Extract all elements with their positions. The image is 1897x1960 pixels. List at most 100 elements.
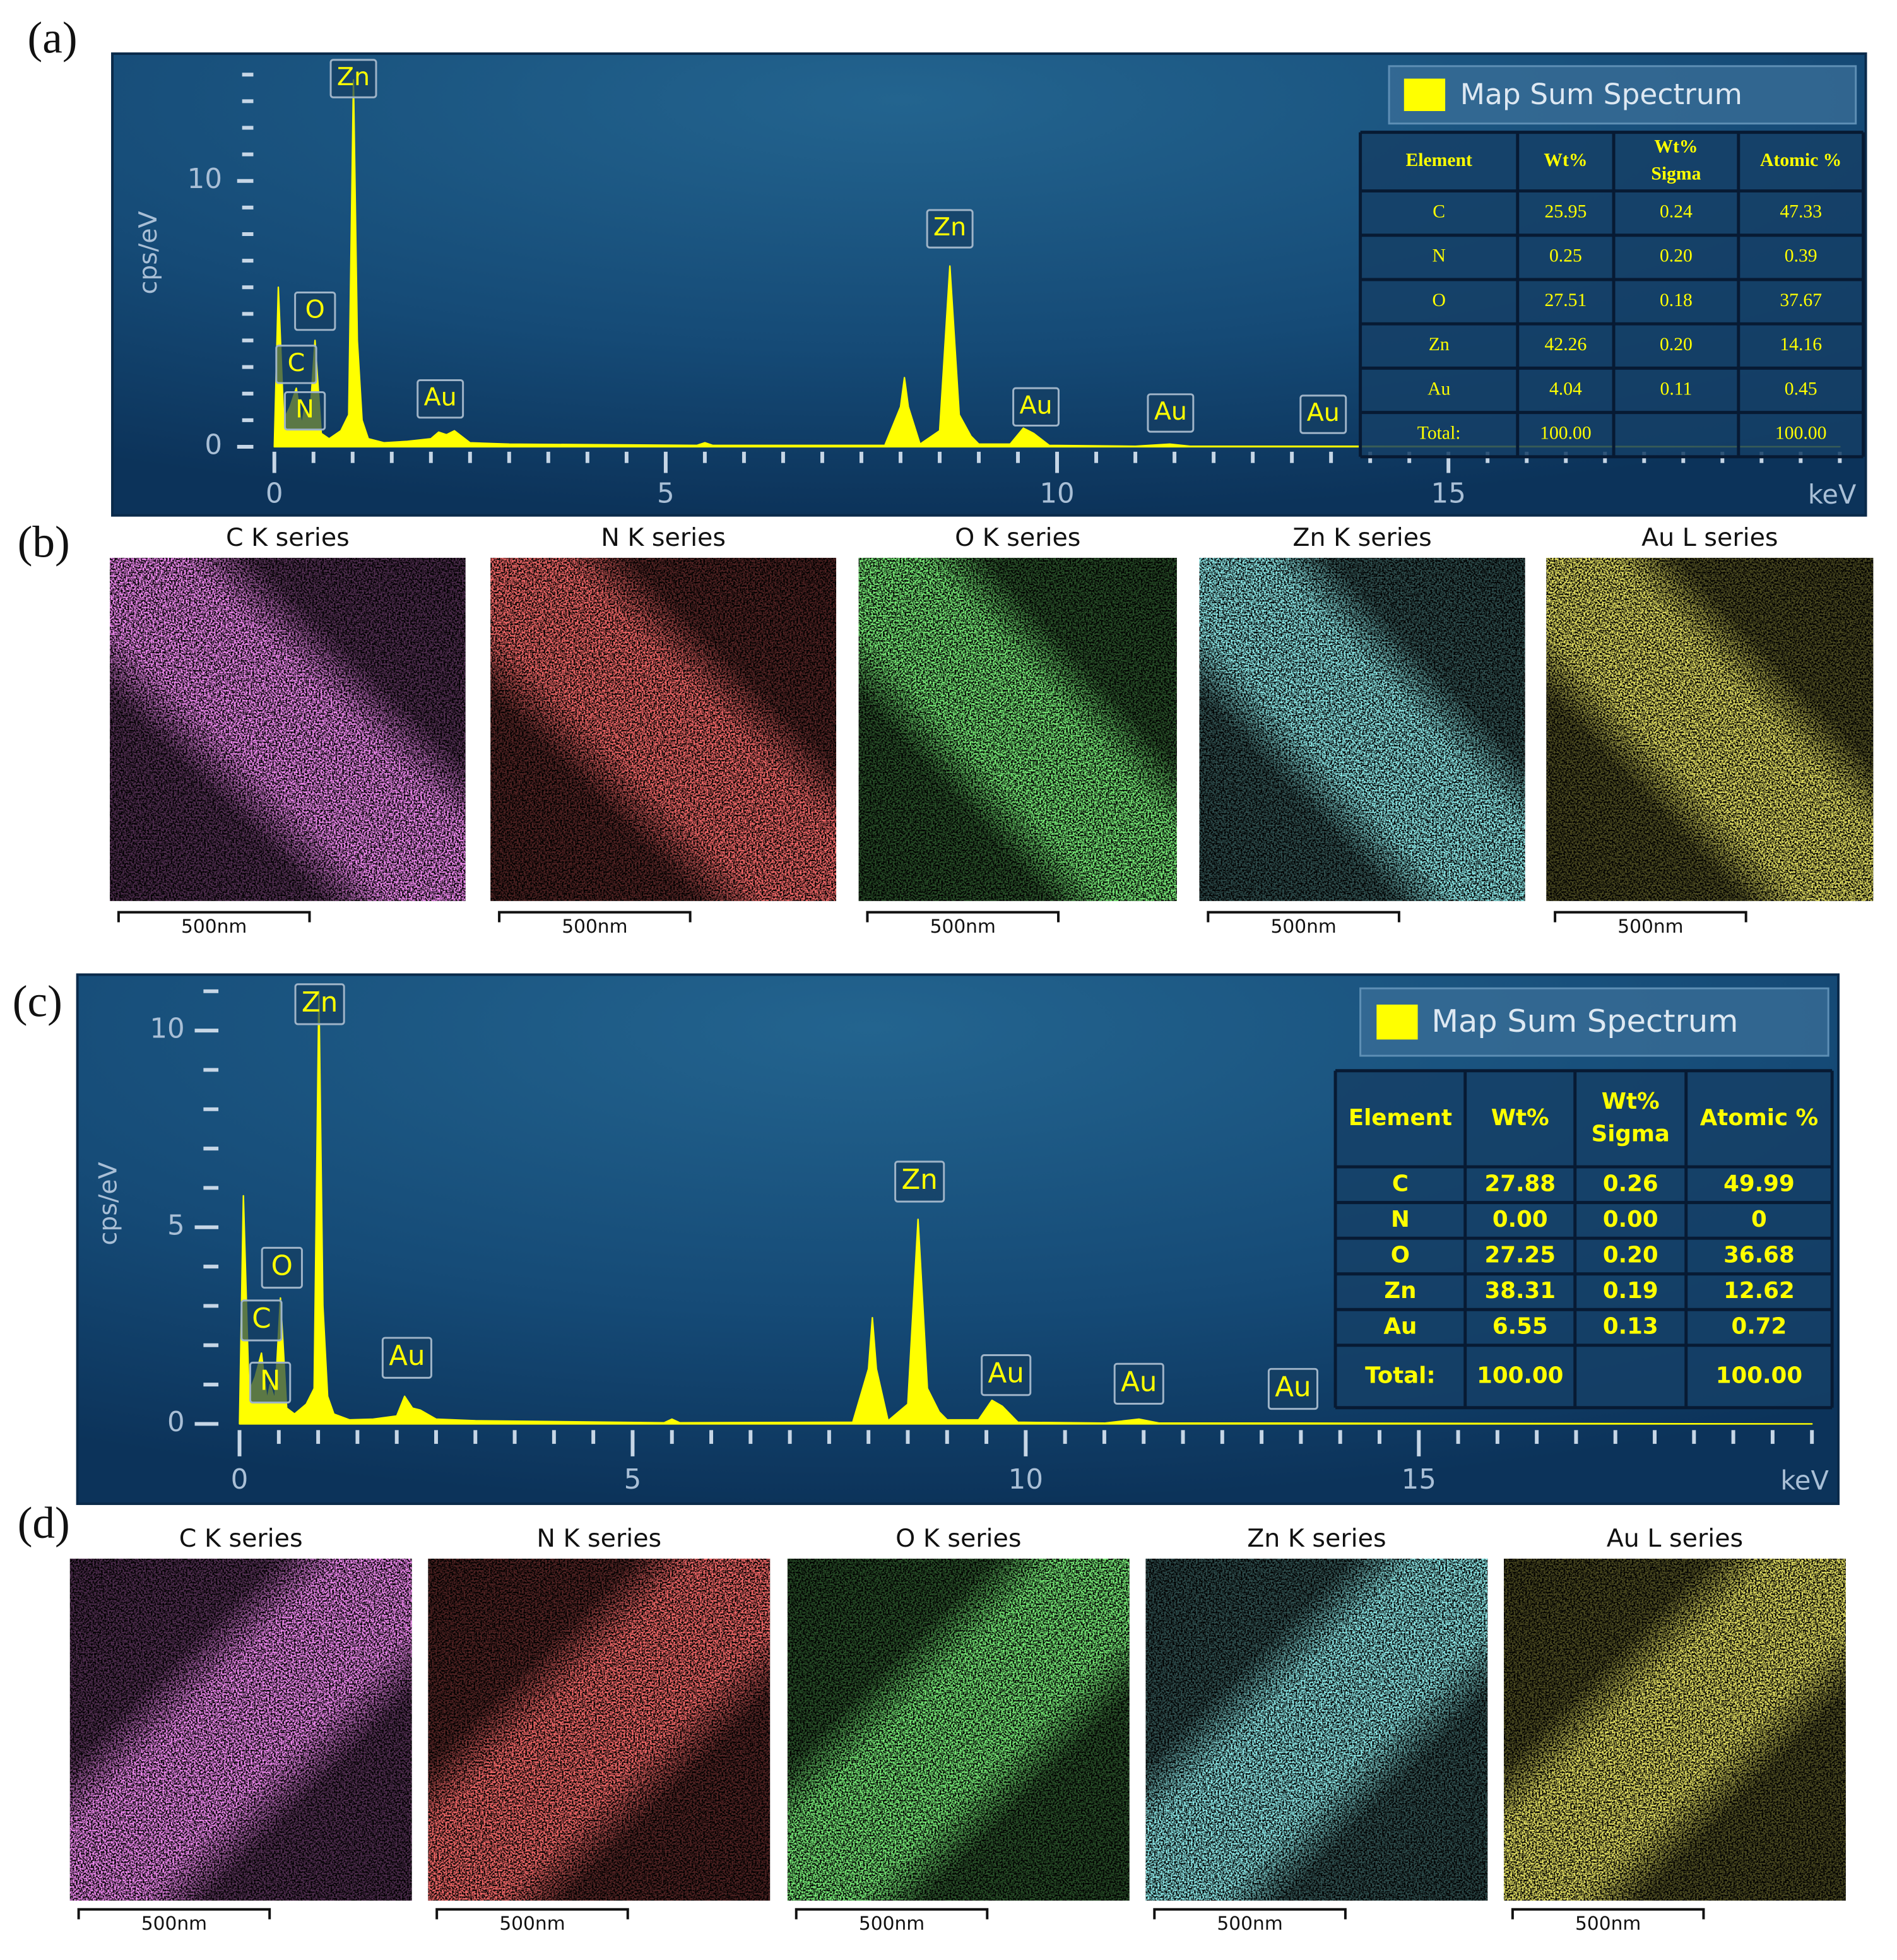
x-tick-label: 0 [266, 478, 283, 510]
table-cell: 27.51 [1545, 290, 1587, 310]
x-tick-label: 10 [1008, 1464, 1043, 1496]
table-cell: 27.88 [1484, 1171, 1556, 1196]
table-cell: C [1392, 1171, 1409, 1196]
table-cell: 0.13 [1603, 1314, 1658, 1340]
map-title: Zn K series [1247, 1524, 1386, 1553]
peak-label: Au [988, 1358, 1024, 1390]
y-tick-label: 10 [187, 163, 222, 195]
x-tick-label: 15 [1431, 478, 1466, 510]
peak-label-box [240, 1299, 283, 1342]
x-axis-label: keV [1780, 1465, 1829, 1496]
table-cell: 49.99 [1723, 1171, 1795, 1196]
table-cell: 42.26 [1545, 334, 1587, 355]
table-cell: 0.19 [1603, 1278, 1658, 1304]
table-cell: 0 [1751, 1207, 1767, 1232]
scale-bar-label: 500nm [859, 1912, 925, 1934]
peak-label: Au [1121, 1366, 1157, 1398]
peak-label: C [288, 348, 305, 377]
table-cell: 0.26 [1603, 1171, 1658, 1196]
map-image [69, 1559, 412, 1901]
y-tick-label: 0 [204, 429, 222, 461]
peak-label-box [275, 345, 317, 384]
table-cell: Wt% [1602, 1089, 1660, 1114]
legend-swatch [1376, 1004, 1418, 1040]
peak-label: Au [389, 1340, 425, 1372]
scale-bar [1554, 911, 1747, 923]
map-image [428, 1559, 771, 1901]
peak-label-box [329, 59, 377, 98]
table-cell: C [1433, 201, 1445, 221]
y-tick-label: 0 [167, 1407, 185, 1438]
peak-label: O [305, 295, 325, 324]
peak-label: Au [1275, 1371, 1311, 1403]
map-image [490, 557, 837, 901]
table-cell: 0.20 [1603, 1242, 1658, 1268]
table-cell: Sigma [1651, 163, 1701, 184]
table-cell: 100.00 [1775, 423, 1827, 444]
table-cell: 37.67 [1780, 290, 1822, 310]
scale-bar-label: 500nm [141, 1912, 207, 1934]
scale-bar-label: 500nm [562, 915, 627, 937]
table-cell: 47.33 [1780, 201, 1822, 221]
table-cell: 0.39 [1785, 246, 1817, 266]
table-cell: 100.00 [1540, 423, 1592, 444]
scale-bar [1207, 911, 1400, 923]
peak-label: C [252, 1303, 271, 1335]
panel-label: (a) [28, 14, 78, 63]
peak-label-box [1012, 387, 1060, 427]
peak-label: Au [424, 383, 457, 412]
peak-label: Zn [302, 987, 338, 1018]
table-cell: 0.72 [1732, 1314, 1787, 1340]
y-tick-label: 10 [150, 1013, 184, 1045]
peak-label: Zn [901, 1164, 937, 1196]
x-tick-label: 15 [1402, 1464, 1436, 1496]
y-tick-label: 5 [167, 1210, 185, 1241]
table-cell: 0.24 [1660, 201, 1693, 221]
x-tick-label: 10 [1039, 478, 1074, 510]
y-axis-label: cps/eV [134, 211, 163, 294]
scale-bar [1511, 1908, 1705, 1920]
peak-label: N [260, 1365, 281, 1396]
map-image [1546, 557, 1874, 901]
legend-box [1388, 65, 1857, 125]
panel-label: (c) [13, 977, 62, 1026]
table-cell: 0.45 [1785, 379, 1817, 399]
table-cell: N [1432, 246, 1445, 266]
table-cell: Atomic % [1700, 1105, 1818, 1131]
table-cell: Wt% [1544, 150, 1587, 170]
x-tick-label: 5 [657, 478, 675, 510]
y-axis-label: cps/eV [94, 1162, 123, 1245]
peak-label: Au [1154, 397, 1187, 426]
table-cell: Wt% [1491, 1105, 1549, 1131]
peak-label-box [294, 291, 336, 331]
map-title: N K series [536, 1524, 661, 1553]
table-cell: Au [1383, 1314, 1417, 1340]
scale-bar [117, 911, 311, 923]
table-cell: 0.25 [1549, 246, 1582, 266]
scale-bar-label: 500nm [930, 915, 996, 937]
legend-label: Map Sum Spectrum [1460, 78, 1742, 111]
panel-label: (d) [18, 1499, 70, 1548]
map-image [858, 557, 1177, 901]
scale-bar-label: 500nm [181, 915, 247, 937]
table-cell: Total: [1365, 1362, 1435, 1388]
table-cell: 38.31 [1484, 1278, 1556, 1304]
table-cell: 36.68 [1723, 1242, 1795, 1268]
table-cell: 12.62 [1723, 1278, 1795, 1304]
table-cell: Zn [1384, 1278, 1416, 1304]
table-cell: 6.55 [1492, 1314, 1548, 1340]
peak-label: Au [1307, 398, 1340, 427]
table-cell: Atomic % [1760, 150, 1841, 170]
scale-bar [1153, 1908, 1347, 1920]
peak-label-box [894, 1160, 945, 1203]
map-title: N K series [601, 523, 726, 552]
table-cell: Wt% [1654, 136, 1698, 156]
table-cell: Element [1405, 150, 1472, 170]
table-cell: 0.18 [1660, 290, 1693, 310]
legend-swatch [1404, 78, 1446, 112]
peak-label-box [249, 1361, 292, 1404]
table-cell: 14.16 [1780, 334, 1822, 355]
table-cell: 4.04 [1549, 379, 1582, 399]
map-title: O K series [955, 523, 1080, 552]
